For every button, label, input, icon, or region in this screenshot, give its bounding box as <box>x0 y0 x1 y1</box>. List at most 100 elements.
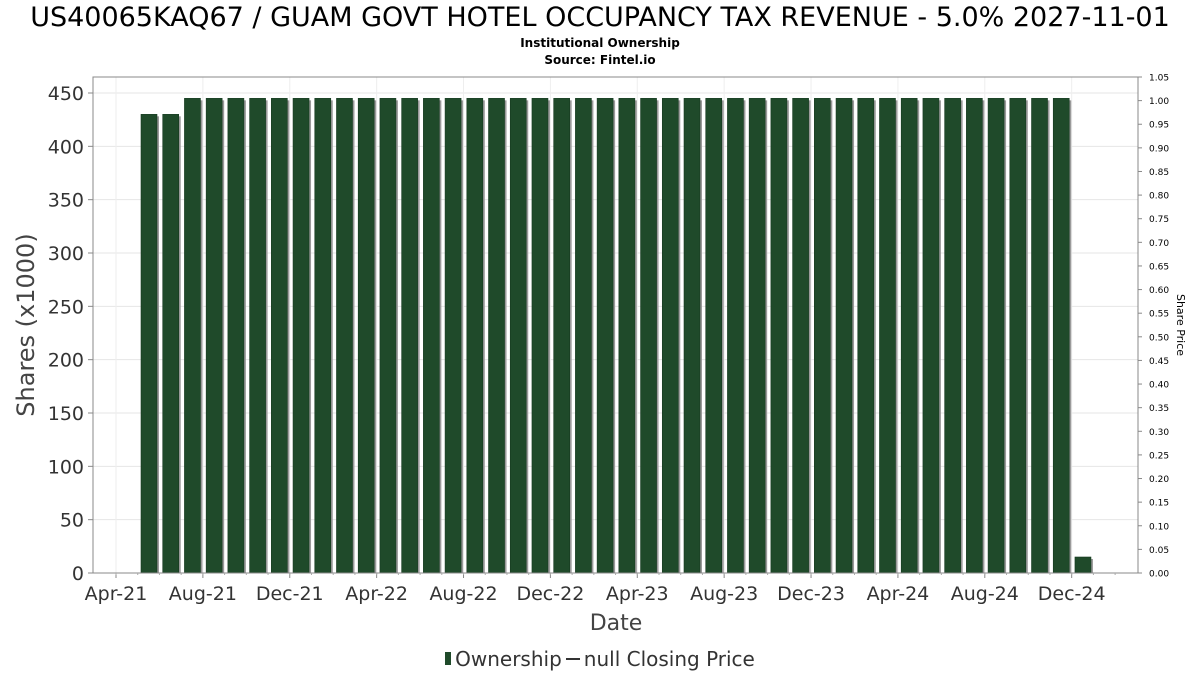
bar <box>661 98 679 574</box>
y2-axis-label: Share Price <box>1174 294 1187 356</box>
bar <box>509 98 527 574</box>
bar <box>857 98 875 574</box>
y-tick-label: 250 <box>48 296 84 318</box>
y2-tick-label: 1.05 <box>1149 74 1169 84</box>
bar <box>596 98 614 574</box>
y-tick-label: 150 <box>48 403 84 425</box>
bar <box>466 98 484 574</box>
y2-tick-label: 0.60 <box>1149 286 1169 296</box>
chart-title: US40065KAQ67 / GUAM GOVT HOTEL OCCUPANCY… <box>30 2 1170 33</box>
y2-tick-label: 0.55 <box>1149 310 1169 320</box>
legend-ownership-swatch <box>445 652 452 665</box>
y2-tick-label: 0.95 <box>1149 121 1169 131</box>
bar <box>900 98 918 574</box>
bar <box>705 98 723 574</box>
bar <box>531 98 549 574</box>
bar <box>987 98 1005 574</box>
y2-tick-label: 0.65 <box>1149 262 1169 272</box>
bar <box>1074 556 1092 574</box>
bar <box>618 98 636 574</box>
bar <box>814 98 831 574</box>
bar <box>792 98 809 574</box>
bar <box>770 98 788 574</box>
y-tick-label: 100 <box>48 456 84 478</box>
y-tick-label: 350 <box>48 190 84 212</box>
bar <box>444 98 462 574</box>
x-tick-label: Apr-23 <box>606 583 669 605</box>
bar <box>835 98 853 574</box>
y2-tick-label: 1.00 <box>1149 97 1169 107</box>
bar <box>1052 98 1070 574</box>
bar <box>423 98 440 574</box>
bar <box>944 98 961 574</box>
x-tick-label: Dec-22 <box>516 583 584 605</box>
x-tick-label: Apr-22 <box>345 583 408 605</box>
y-tick-label: 450 <box>48 83 84 105</box>
y2-tick-label: 0.70 <box>1149 239 1169 249</box>
y-tick-label: 200 <box>48 350 84 372</box>
bar <box>488 98 505 574</box>
bar <box>336 98 353 574</box>
x-tick-label: Apr-21 <box>85 583 148 605</box>
x-tick-label: Aug-21 <box>169 583 237 605</box>
y2-tick-label: 0.10 <box>1149 522 1169 532</box>
legend-ownership-label: Ownership <box>455 647 562 671</box>
y2-tick-label: 0.35 <box>1149 404 1169 414</box>
y2-tick-label: 0.15 <box>1149 499 1169 509</box>
y2-axis: 0.00 0.05 0.10 0.15 0.20 0.25 0.30 0.35 0.40 0.45… <box>1138 74 1169 580</box>
bar <box>292 98 310 574</box>
bar <box>575 98 592 574</box>
y-tick-label: 400 <box>48 136 84 158</box>
y-axis: 0 50 100 150 200 250 300 350 400 450 <box>48 83 93 585</box>
bar <box>1031 98 1048 574</box>
bar <box>553 98 570 574</box>
y2-tick-label: 0.45 <box>1149 357 1169 367</box>
bar <box>922 98 940 574</box>
chart-source: Source: Fintel.io <box>544 53 656 67</box>
bar <box>249 98 266 574</box>
bar <box>357 98 375 574</box>
bar <box>140 114 158 574</box>
y2-tick-label: 0.05 <box>1149 546 1169 556</box>
y2-tick-label: 0.75 <box>1149 215 1169 225</box>
chart-subtitle: Institutional Ownership <box>520 36 680 50</box>
bar <box>966 98 983 574</box>
y2-tick-label: 0.30 <box>1149 428 1169 438</box>
legend-price-swatch <box>565 658 580 660</box>
x-tick-label: Dec-24 <box>1038 583 1106 605</box>
y2-tick-label: 0.90 <box>1149 144 1169 154</box>
x-tick-label: Dec-21 <box>256 583 324 605</box>
bar <box>401 98 418 574</box>
bar <box>379 98 397 574</box>
x-tick-label: Aug-24 <box>951 583 1019 605</box>
bar <box>683 98 701 574</box>
y2-tick-label: 0.80 <box>1149 192 1169 202</box>
x-tick-label: Aug-22 <box>429 583 497 605</box>
y-tick-label: 50 <box>60 510 84 532</box>
y-tick-label: 300 <box>48 243 84 265</box>
x-tick-label: Dec-23 <box>777 583 845 605</box>
bar <box>879 98 896 574</box>
bar <box>162 114 180 574</box>
y2-tick-label: 0.00 <box>1149 570 1169 580</box>
y2-tick-label: 0.85 <box>1149 168 1169 178</box>
bar <box>271 98 288 574</box>
bar <box>1009 98 1027 574</box>
bar <box>184 98 201 574</box>
bar <box>640 98 657 574</box>
y2-tick-label: 0.40 <box>1149 381 1169 391</box>
y2-tick-label: 0.50 <box>1149 333 1169 343</box>
bar <box>227 98 245 574</box>
bar-series <box>140 98 1093 574</box>
y2-tick-label: 0.25 <box>1149 451 1169 461</box>
x-axis: Apr-21 Aug-21 Dec-21 Apr-22 Aug-22 Dec-22 Apr-… <box>85 573 1116 605</box>
x-tick-label: Apr-24 <box>867 583 930 605</box>
legend: Ownership null Closing Price <box>0 647 1200 671</box>
bar <box>205 98 223 574</box>
x-axis-label: Date <box>590 611 643 636</box>
y-tick-label: 0 <box>72 563 84 585</box>
bar <box>314 98 332 574</box>
legend-price-label: null Closing Price <box>583 647 755 671</box>
bar <box>748 98 766 574</box>
bar <box>727 98 744 574</box>
